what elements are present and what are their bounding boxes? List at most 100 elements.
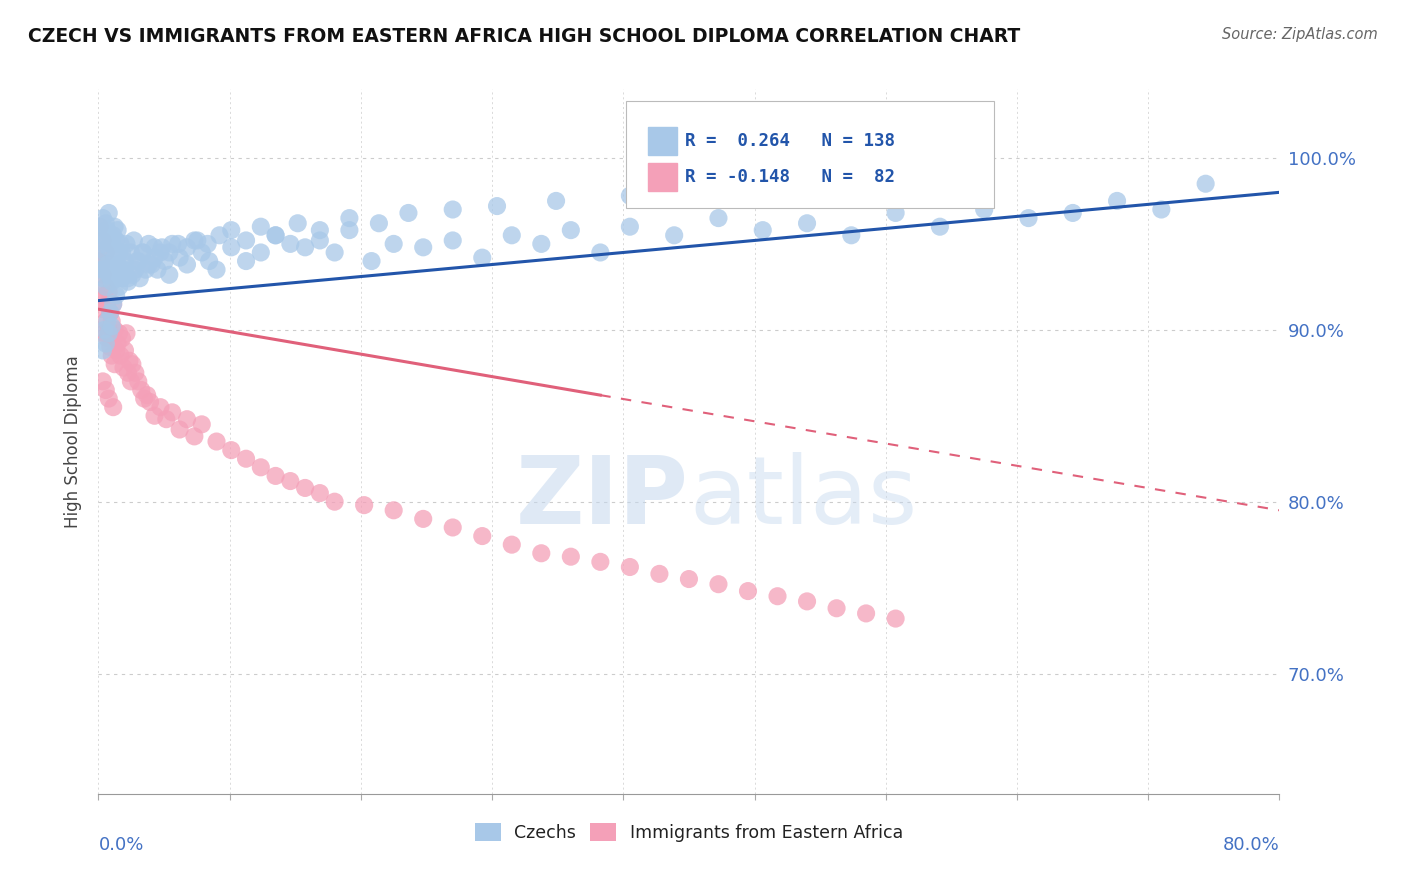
Point (117, 366, 139, 380)
Point (501, 228, 523, 243)
Point (323, 245, 346, 260)
Text: R = -0.148   N =  82: R = -0.148 N = 82 (685, 169, 896, 186)
Point (103, 262, 125, 277)
Point (94, 245, 117, 260)
Point (1062, 206, 1084, 220)
Point (121, 357, 143, 371)
Point (560, 549, 582, 564)
Text: 0.0%: 0.0% (98, 836, 143, 855)
Point (339, 223, 361, 237)
Point (91, 211, 114, 226)
Text: atlas: atlas (689, 452, 917, 544)
Point (128, 271, 150, 285)
Point (120, 245, 142, 260)
Point (197, 236, 219, 251)
Text: ZIP: ZIP (516, 452, 689, 544)
Point (264, 228, 287, 243)
Point (105, 288, 128, 302)
Point (111, 271, 134, 285)
Point (91, 268, 114, 282)
Point (90, 228, 112, 243)
Point (150, 240, 173, 254)
Point (97, 326, 120, 341)
Point (129, 383, 152, 397)
Point (501, 538, 523, 552)
Point (339, 211, 361, 226)
Point (136, 388, 159, 402)
Point (664, 228, 686, 243)
Point (471, 529, 494, 543)
Point (105, 343, 128, 358)
Point (89, 219, 111, 234)
Point (110, 349, 132, 363)
Point (114, 254, 136, 268)
Point (309, 486, 332, 500)
Point (90, 262, 112, 277)
Point (280, 474, 302, 488)
Point (111, 331, 134, 345)
Point (91, 236, 114, 251)
Point (149, 245, 172, 260)
Point (162, 236, 183, 251)
Point (94, 383, 117, 397)
Point (884, 611, 907, 625)
Point (176, 412, 198, 426)
Point (96, 223, 118, 237)
Point (90, 292, 112, 306)
Point (104, 323, 127, 337)
Point (96, 258, 118, 272)
Point (98, 305, 121, 319)
Point (98, 305, 121, 319)
Point (127, 254, 149, 268)
Point (560, 223, 582, 237)
Point (91, 375, 114, 389)
Point (143, 240, 166, 254)
Point (162, 405, 183, 419)
Point (105, 271, 128, 285)
Point (117, 275, 139, 289)
Point (97, 323, 120, 337)
Point (93, 288, 115, 302)
Point (796, 594, 818, 608)
Point (90, 258, 112, 272)
Point (486, 199, 509, 213)
Point (97, 392, 120, 406)
Point (412, 512, 434, 526)
Point (360, 254, 382, 268)
Point (766, 589, 789, 603)
Point (205, 262, 228, 277)
Point (143, 251, 166, 265)
Point (107, 258, 129, 272)
Point (111, 245, 134, 260)
Point (108, 326, 131, 341)
Point (100, 236, 122, 251)
Point (149, 400, 172, 414)
Text: Source: ZipAtlas.com: Source: ZipAtlas.com (1222, 27, 1378, 42)
Point (114, 262, 136, 277)
Point (294, 481, 316, 495)
Point (205, 434, 228, 449)
Point (143, 409, 166, 423)
Point (309, 234, 332, 248)
Point (648, 566, 671, 581)
Point (98, 340, 121, 354)
Bar (648, 127, 678, 154)
Point (97, 285, 120, 299)
Point (89, 254, 111, 268)
Point (115, 326, 138, 341)
Point (108, 280, 131, 294)
Point (235, 254, 257, 268)
Point (103, 297, 125, 311)
Point (98, 262, 121, 277)
Point (412, 240, 434, 254)
Point (94, 245, 117, 260)
Point (309, 223, 332, 237)
Point (124, 262, 146, 277)
Point (114, 343, 136, 358)
Point (112, 360, 135, 375)
Point (441, 234, 464, 248)
Point (221, 240, 243, 254)
Point (146, 262, 169, 277)
Point (93, 323, 115, 337)
Point (103, 400, 125, 414)
